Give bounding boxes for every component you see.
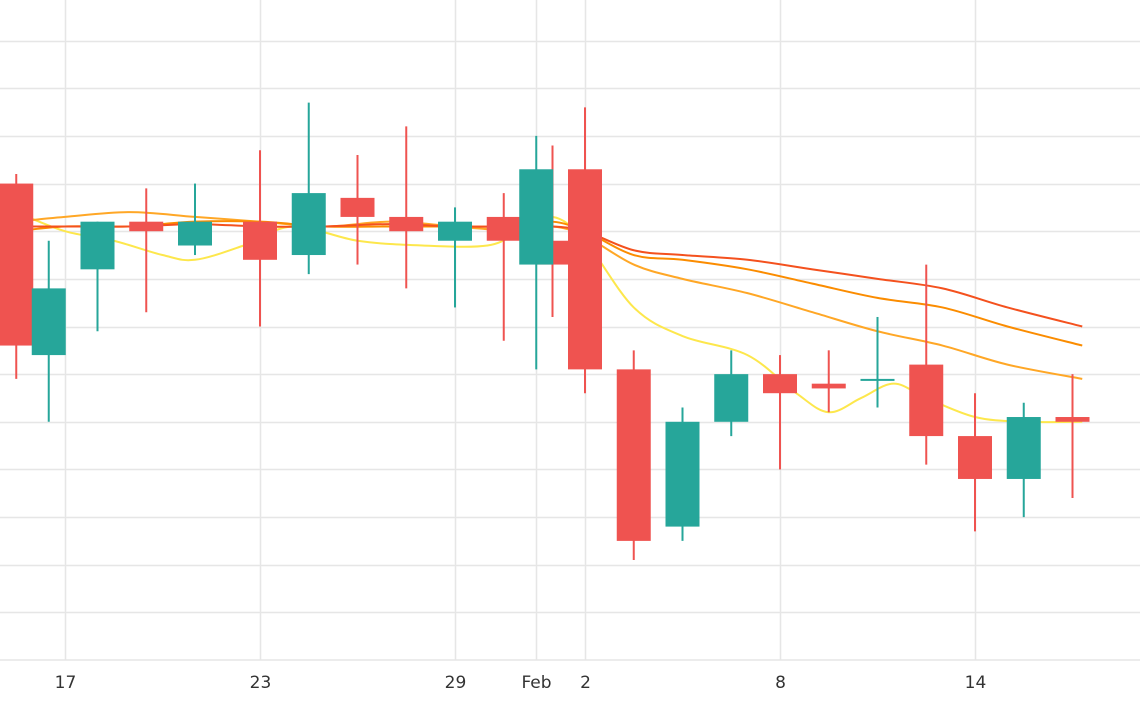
candle-down bbox=[129, 188, 164, 313]
candle-body bbox=[80, 221, 115, 270]
x-tick-label: 14 bbox=[965, 673, 987, 693]
candle-body bbox=[763, 374, 797, 394]
candle-body bbox=[665, 421, 700, 527]
x-tick-label: 8 bbox=[775, 673, 786, 693]
candle-body bbox=[178, 221, 212, 246]
candle-down bbox=[616, 350, 651, 560]
candle-down bbox=[0, 174, 34, 379]
candle-up bbox=[1006, 402, 1041, 518]
x-tick-label: Feb bbox=[521, 673, 551, 693]
candle-down bbox=[811, 350, 846, 413]
candle-down bbox=[340, 154, 375, 265]
candle-down bbox=[1055, 374, 1090, 499]
candle-down bbox=[389, 126, 424, 289]
candle-body bbox=[129, 221, 164, 232]
x-tick-label: 2 bbox=[580, 673, 591, 693]
candle-up bbox=[860, 316, 895, 408]
candle-body bbox=[811, 383, 846, 389]
candle-body bbox=[389, 216, 424, 232]
candle-body bbox=[31, 288, 66, 356]
candle-down bbox=[486, 193, 521, 341]
candle-down bbox=[568, 107, 602, 394]
x-axis: 17 23 29 Feb 2 8 14 bbox=[55, 673, 987, 693]
candle-up bbox=[31, 240, 66, 422]
candle-up bbox=[438, 207, 472, 308]
candles bbox=[0, 102, 1090, 560]
candle-body bbox=[291, 193, 326, 256]
candle-down bbox=[958, 393, 992, 532]
candle-body bbox=[909, 364, 944, 437]
x-tick-label: 23 bbox=[250, 673, 272, 693]
x-tick-label: 17 bbox=[55, 673, 77, 693]
candle-body bbox=[438, 221, 472, 241]
candle-body bbox=[958, 436, 992, 479]
x-tick-label: 29 bbox=[445, 673, 467, 693]
candle-body bbox=[243, 221, 277, 260]
candle-up bbox=[291, 102, 326, 275]
candle-body bbox=[616, 369, 651, 541]
candle-body bbox=[519, 169, 554, 265]
candle-body bbox=[340, 197, 375, 217]
candle-down bbox=[763, 355, 797, 470]
candle-up bbox=[178, 183, 212, 256]
candle-body bbox=[1055, 417, 1090, 422]
candle-up bbox=[80, 221, 115, 332]
candle-body bbox=[568, 169, 602, 370]
candle-body bbox=[486, 216, 521, 241]
candle-down bbox=[243, 150, 277, 327]
candle-body bbox=[714, 374, 749, 422]
candle-body bbox=[1006, 417, 1041, 479]
candle-up bbox=[714, 350, 749, 437]
candle-body bbox=[860, 378, 895, 381]
candle-body bbox=[0, 183, 34, 346]
candle-up bbox=[665, 407, 700, 541]
candle-down bbox=[909, 264, 944, 465]
candle-up bbox=[519, 135, 554, 370]
